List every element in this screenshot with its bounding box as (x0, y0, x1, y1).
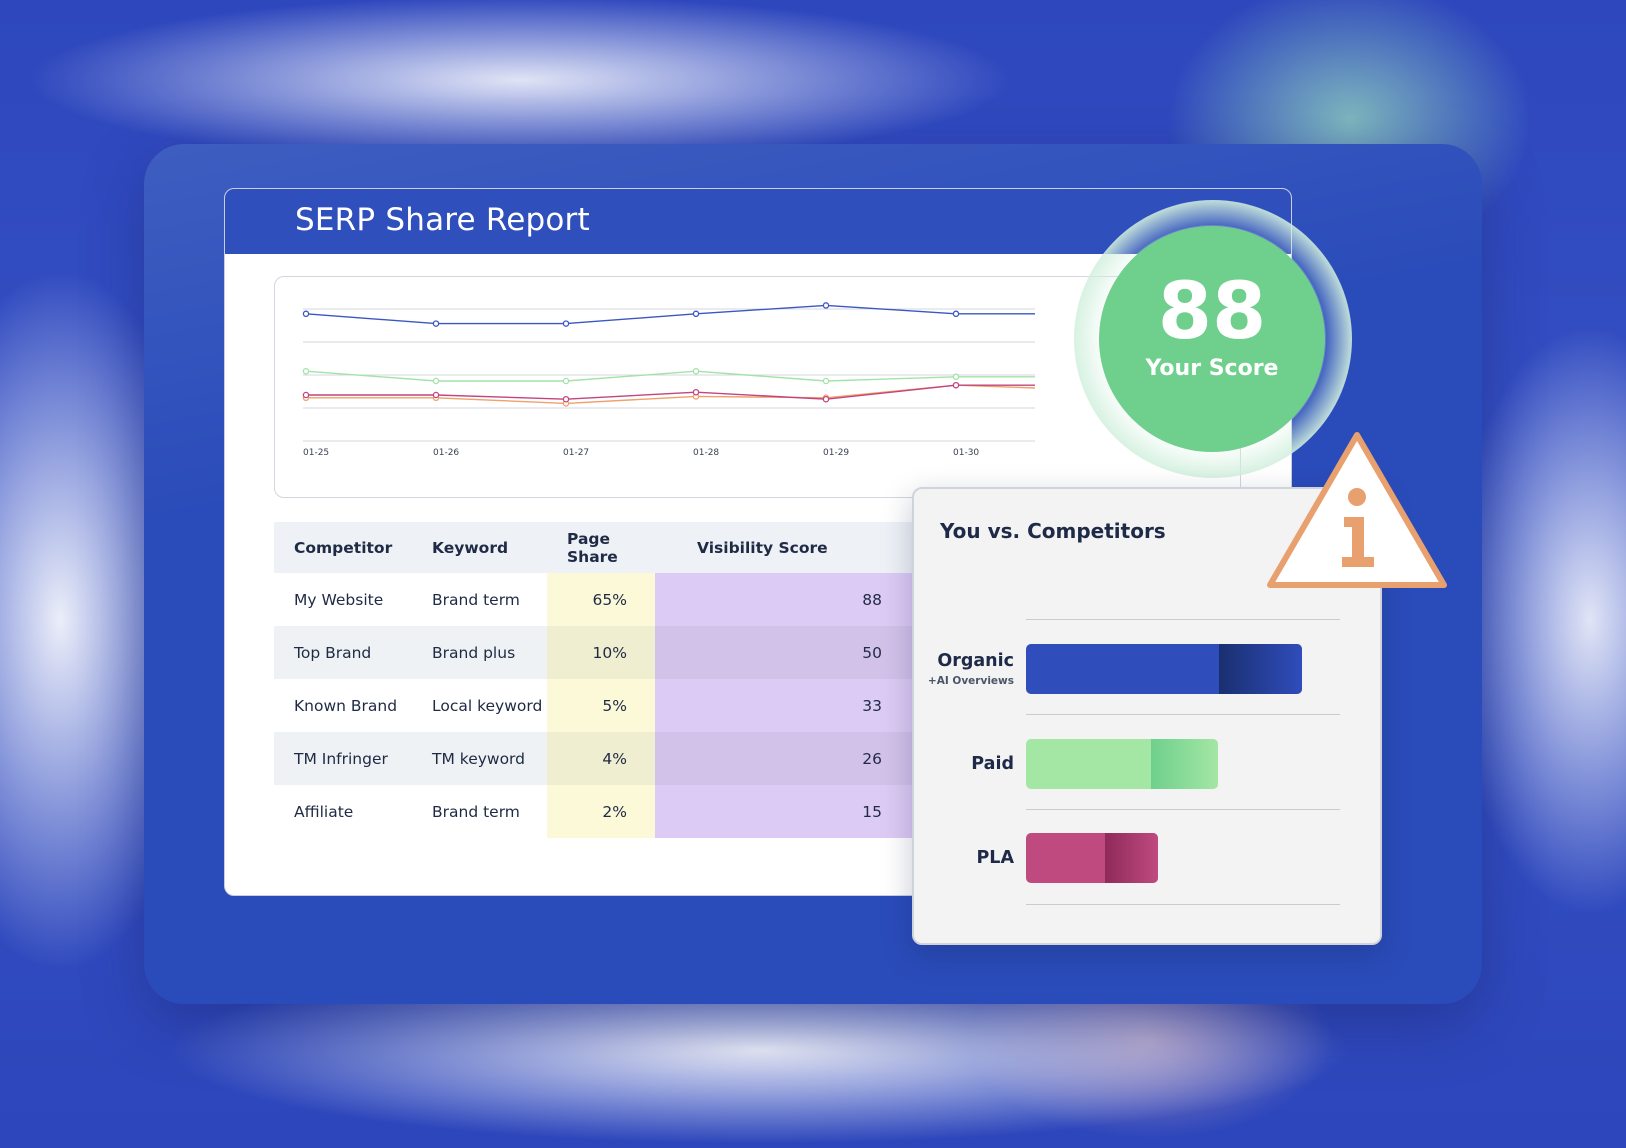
data-point (432, 320, 440, 327)
cell-keyword: Local keyword (432, 696, 543, 715)
table-row[interactable]: My Website Brand term 65% 88 (274, 573, 954, 626)
cell-competitor: Affiliate (294, 802, 354, 821)
data-point (692, 388, 700, 396)
data-point (822, 377, 830, 385)
bar-label-organic: Organic (937, 651, 1014, 671)
divider (1026, 619, 1340, 620)
x-tick-label: 01-26 (433, 448, 459, 458)
cell-visibility-score: 50 (655, 626, 954, 679)
info-warning-icon (1267, 432, 1447, 588)
data-point (302, 391, 310, 399)
cell-visibility-score: 26 (655, 732, 954, 785)
cell-page-share: 5% (547, 679, 655, 732)
cell-page-share: 65% (547, 573, 655, 626)
x-tick-label: 01-28 (693, 448, 719, 458)
data-point (432, 377, 440, 385)
data-point (562, 320, 570, 327)
bar-organic (1026, 644, 1302, 694)
column-header-competitor[interactable]: Competitor (274, 522, 412, 573)
x-tick-label: 01-25 (303, 448, 329, 458)
table-header-row: Competitor Keyword Page Share Visibility… (274, 522, 954, 573)
bar-organic-highlight (1219, 644, 1302, 694)
cell-competitor: TM Infringer (274, 732, 412, 785)
divider (1026, 904, 1340, 905)
cell-page-share: 10% (547, 626, 655, 679)
data-point (692, 367, 700, 375)
data-point (952, 381, 960, 389)
table-row[interactable]: Known Brand Local keyword 5% 33 (274, 679, 954, 732)
data-point (822, 302, 830, 309)
bar-pla-highlight (1105, 833, 1158, 883)
cell-keyword: Brand term (432, 590, 520, 609)
data-point (432, 391, 440, 399)
series-line (305, 304, 1035, 325)
table-row[interactable]: Affiliate Brand term 2% 15 (274, 785, 954, 838)
data-point (302, 310, 310, 318)
bar-sublabel-organic: +AI Overviews (927, 675, 1014, 687)
column-header-visibility-score[interactable]: Visibility Score (655, 522, 954, 573)
cell-competitor: Known Brand (294, 696, 398, 715)
column-header-page-share[interactable]: Page Share (547, 522, 655, 573)
cell-keyword: Brand term (432, 802, 520, 821)
score-badge: 88 Your Score (1099, 226, 1325, 452)
bar-label-paid: Paid (971, 754, 1014, 774)
table-row[interactable]: Top Brand Brand plus 10% 50 (274, 626, 954, 679)
line-chart: 01-25 01-26 01-27 01-28 01-29 01-30 (274, 276, 1241, 498)
cell-keyword: TM keyword (412, 732, 547, 785)
data-point (692, 310, 700, 318)
cell-competitor: Top Brand (274, 626, 412, 679)
competitor-table: Competitor Keyword Page Share Visibility… (274, 522, 954, 838)
cell-visibility-score: 88 (655, 573, 954, 626)
x-tick-label: 01-29 (823, 448, 849, 458)
bar-paid-highlight (1151, 739, 1218, 789)
divider (1026, 809, 1340, 810)
report-title: SERP Share Report (295, 202, 590, 238)
line-chart-svg: 01-25 01-26 01-27 01-28 01-29 01-30 (302, 302, 1036, 458)
comparison-title: You vs. Competitors (940, 519, 1166, 543)
bar-paid (1026, 739, 1218, 789)
data-point (952, 310, 960, 318)
bar-label-pla: PLA (976, 848, 1014, 868)
series-line (305, 370, 1035, 382)
cell-visibility-score: 15 (655, 785, 954, 838)
score-label: Your Score (1145, 356, 1279, 381)
column-header-keyword[interactable]: Keyword (412, 522, 547, 573)
divider (1026, 714, 1340, 715)
x-tick-label: 01-27 (563, 448, 589, 458)
cell-competitor: My Website (294, 590, 384, 609)
data-point (302, 367, 310, 375)
cell-page-share: 4% (547, 732, 655, 785)
cell-visibility-score: 33 (655, 679, 954, 732)
x-tick-label: 01-30 (953, 448, 979, 458)
score-value: 88 (1157, 267, 1267, 357)
cell-keyword: Brand plus (412, 626, 547, 679)
table-row[interactable]: TM Infringer TM keyword 4% 26 (274, 732, 954, 785)
data-point (822, 395, 830, 403)
data-point (562, 395, 570, 403)
data-point (952, 373, 960, 381)
bar-pla (1026, 833, 1158, 883)
cell-page-share: 2% (547, 785, 655, 838)
data-point (562, 377, 570, 385)
